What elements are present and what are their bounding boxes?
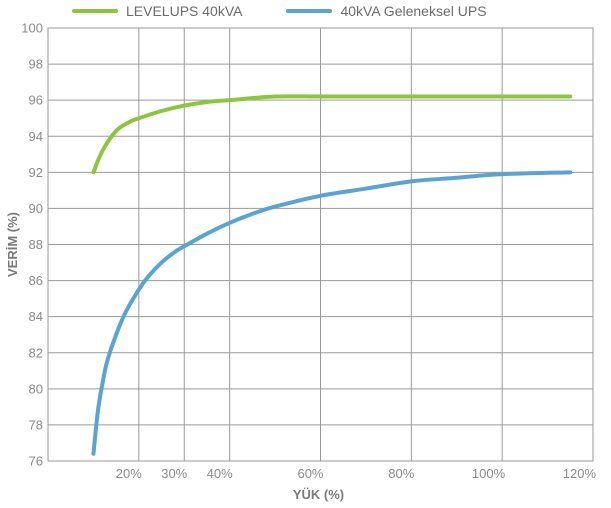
y-tick-label: 92 xyxy=(29,165,43,180)
series-line-conventional xyxy=(91,170,573,456)
legend-label-conventional: 40kVA Geleneksel UPS xyxy=(340,3,487,19)
x-tick-label: 20% xyxy=(116,466,142,481)
y-tick-label: 80 xyxy=(29,381,43,396)
x-tick-label: 40% xyxy=(207,466,233,481)
y-axis-title: VERİM (%) xyxy=(5,212,20,277)
legend-swatch-conventional xyxy=(286,9,333,13)
legend-item-conventional: 40kVA Geleneksel UPS xyxy=(286,3,487,19)
chart-legend: LEVELUPS 40kVA 40kVA Geleneksel UPS xyxy=(72,3,531,19)
y-tick-label: 86 xyxy=(29,273,43,288)
x-tick-label: 100% xyxy=(472,466,506,481)
y-tick-label: 84 xyxy=(29,309,43,324)
y-tick-label: 82 xyxy=(29,345,43,360)
y-tick-label: 76 xyxy=(29,454,43,469)
y-tick-label: 96 xyxy=(29,93,43,108)
x-tick-label: 60% xyxy=(297,466,323,481)
x-axis-title: YÜK (%) xyxy=(293,487,344,502)
y-tick-label: 94 xyxy=(29,129,43,144)
y-tick-label: 90 xyxy=(29,201,43,216)
legend-label-levelups: LEVELUPS 40kVA xyxy=(126,3,243,19)
y-tick-label: 78 xyxy=(29,417,43,432)
x-tick-label: 80% xyxy=(388,466,414,481)
series-line-levelups xyxy=(91,94,573,175)
y-tick-label: 88 xyxy=(29,237,43,252)
legend-item-levelups: LEVELUPS 40kVA xyxy=(72,3,242,19)
legend-swatch-levelups xyxy=(72,9,118,13)
x-tick-label: 30% xyxy=(161,466,187,481)
y-tick-label: 100 xyxy=(21,21,43,36)
x-tick-label: 120% xyxy=(563,466,597,481)
y-tick-label: 98 xyxy=(29,57,43,72)
